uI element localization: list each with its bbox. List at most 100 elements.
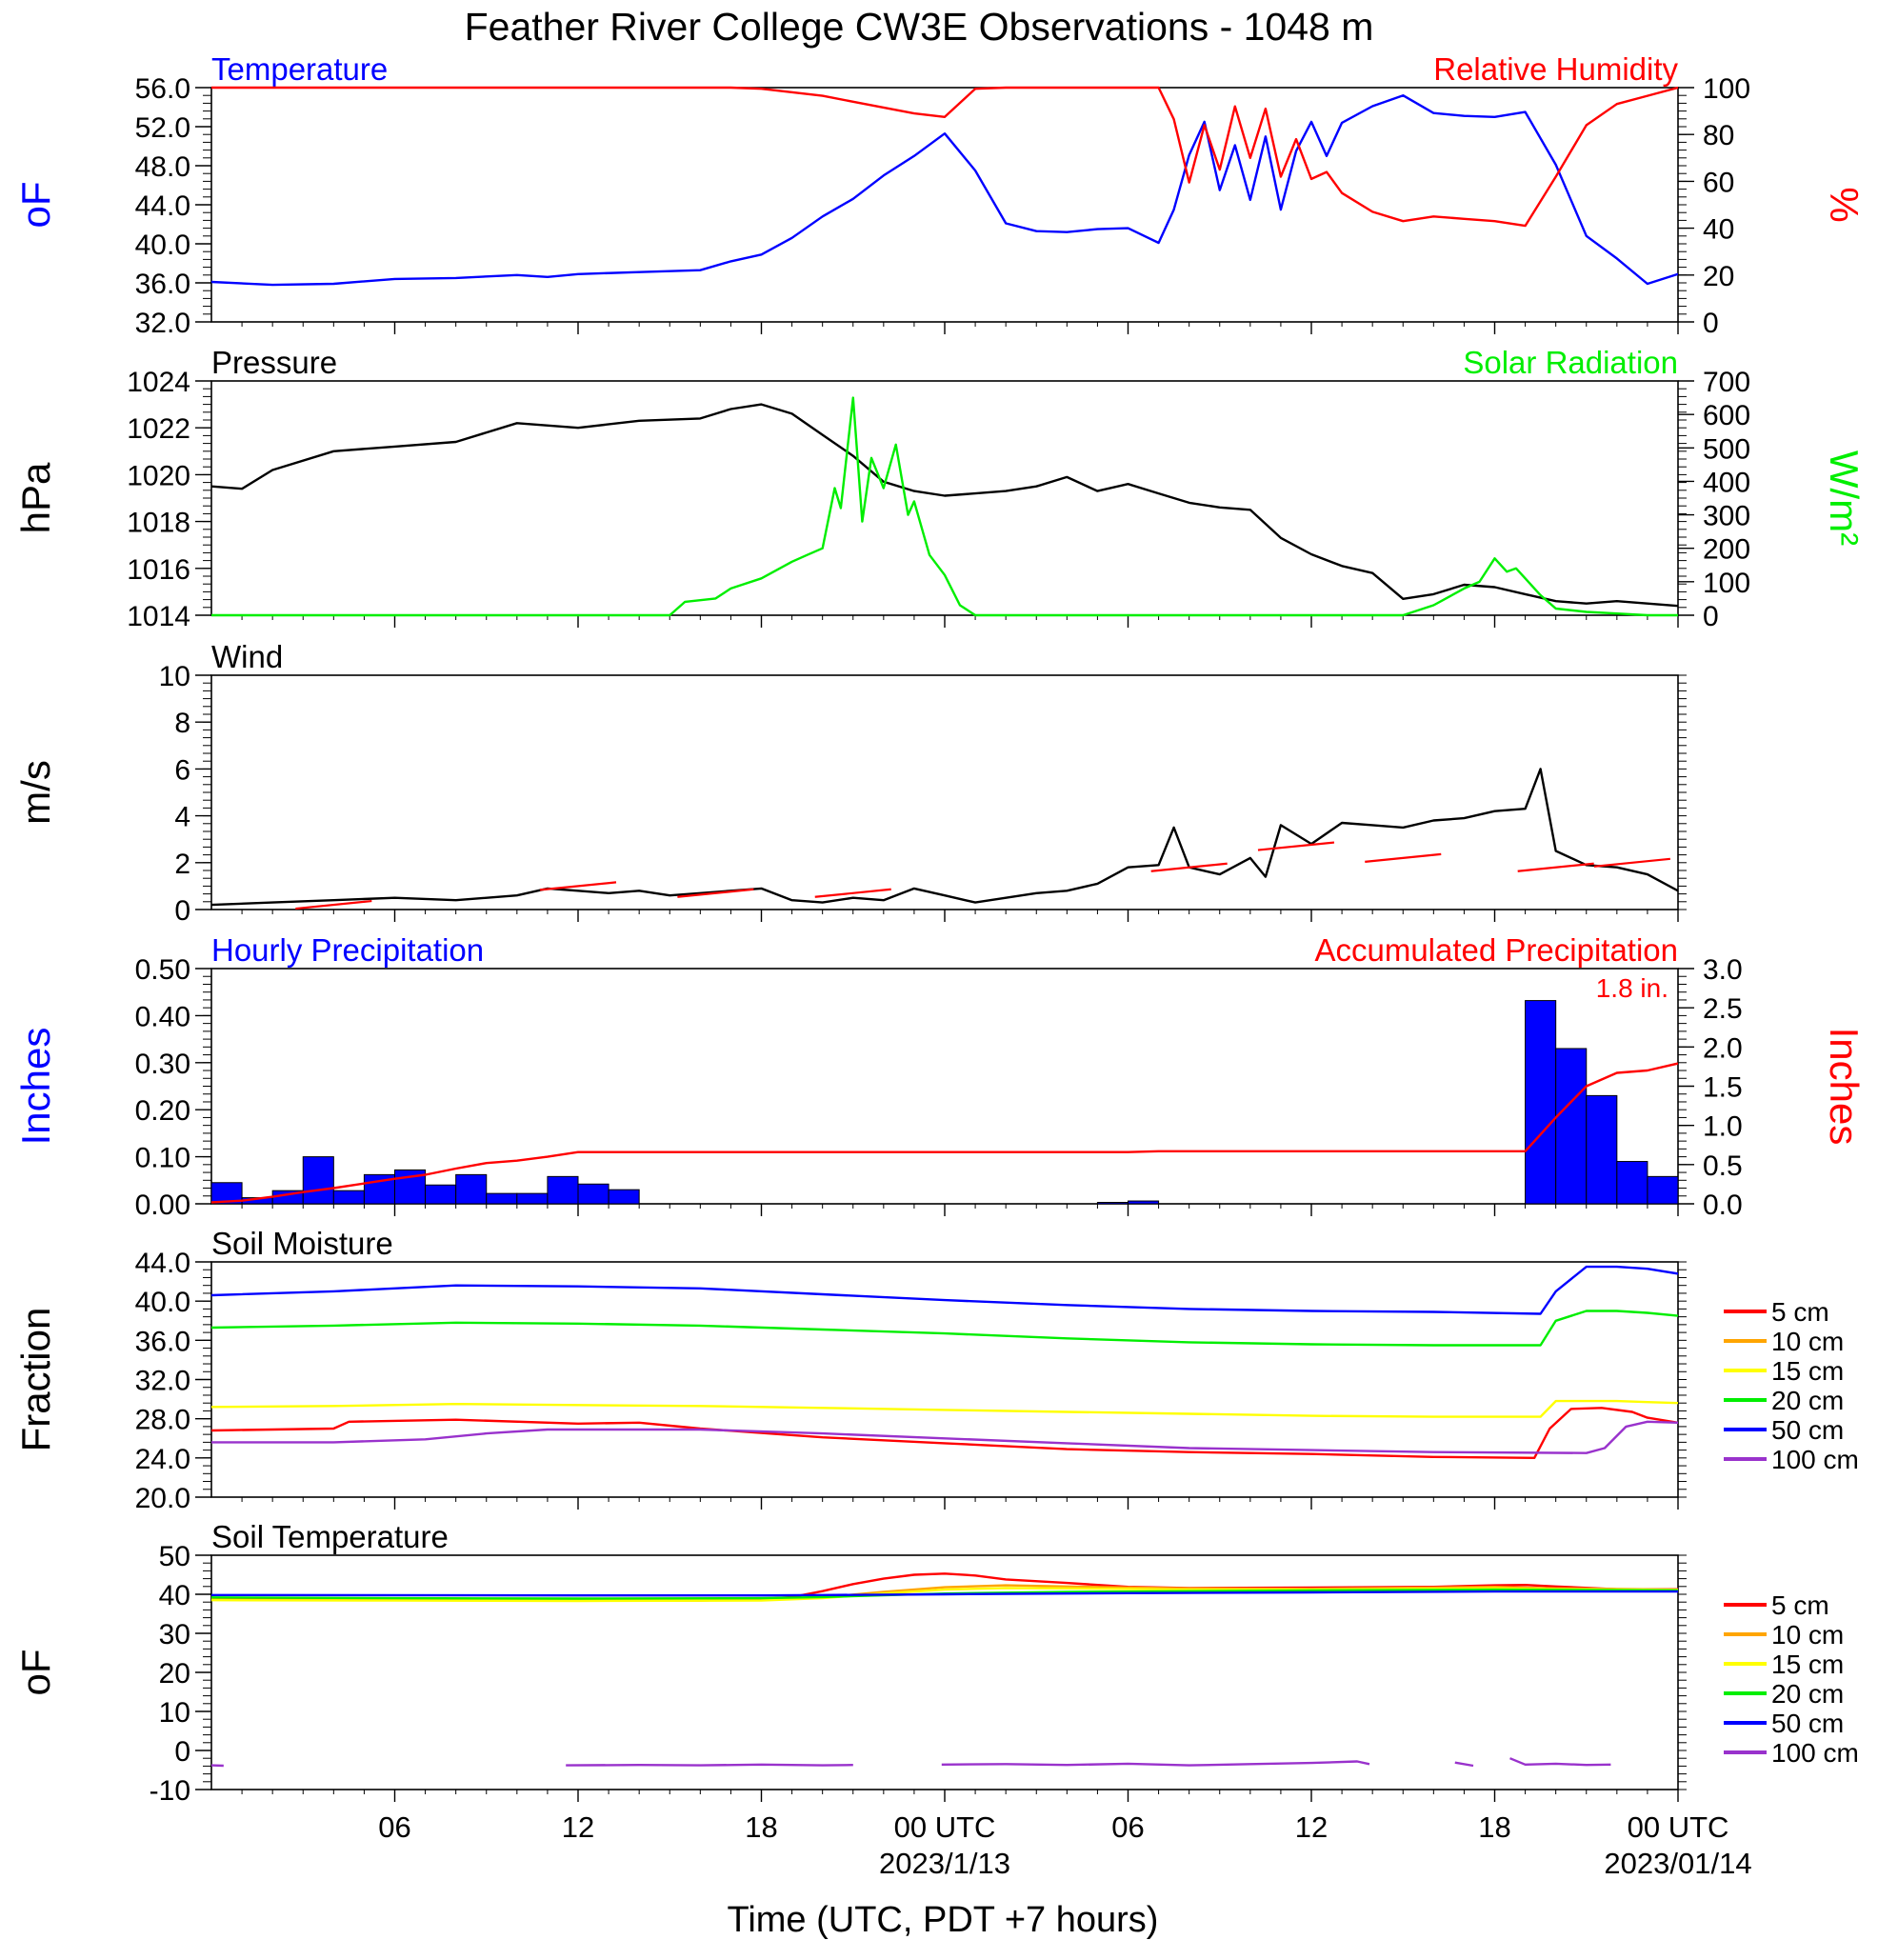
right-unit-label: Inches	[1822, 1028, 1867, 1146]
chart-title: Feather River College CW3E Observations …	[465, 5, 1374, 49]
right-tick-label: 2.0	[1703, 1032, 1743, 1064]
left-tick-label: 1016	[127, 554, 190, 586]
right-tick-label: 600	[1703, 400, 1750, 431]
wind-barb	[1365, 852, 1442, 863]
left-tick-label: 28.0	[135, 1405, 190, 1436]
right-tick-label: 1.0	[1703, 1111, 1743, 1143]
right-tick-label: 500	[1703, 433, 1750, 465]
precip-total-annotation: 1.8 in.	[1596, 973, 1668, 1003]
precip-bar	[1096, 1202, 1129, 1205]
right-tick-label: 200	[1703, 534, 1750, 566]
wind-barb	[1593, 857, 1670, 868]
left-tick-label: 20.0	[135, 1483, 190, 1514]
left-tick-label: 44.0	[135, 1248, 190, 1279]
panel-left-title: Pressure	[211, 345, 337, 380]
series-line-0	[211, 1062, 1678, 1204]
panel-left-title: Wind	[211, 639, 283, 674]
left-tick-label: 0.00	[135, 1190, 190, 1221]
series-line-1	[211, 86, 1678, 228]
series-line-5	[566, 1763, 853, 1767]
left-tick-label: 1022	[127, 413, 190, 445]
right-tick-label: 2.5	[1703, 993, 1743, 1025]
series-line-5	[1454, 1761, 1474, 1768]
series-line-1	[211, 396, 1678, 617]
left-tick-label: 0	[174, 895, 190, 927]
series-line-5	[1509, 1757, 1611, 1767]
left-tick-label: 1018	[127, 508, 190, 539]
plot-area	[211, 86, 1678, 287]
precip-bar	[425, 1184, 457, 1205]
left-tick-label: 4	[174, 802, 190, 833]
legend-label: 5 cm	[1771, 1297, 1829, 1327]
right-tick-label: 80	[1703, 120, 1734, 151]
precip-bar	[1647, 1175, 1678, 1205]
panel-temp_rh: 56.0 52.0 48.0 44.0 40.0 36.0 32.0 100 80 60 40 20 0…	[13, 51, 1867, 339]
left-tick-label: 36.0	[135, 1326, 190, 1357]
x-tick-label: 12	[562, 1810, 594, 1844]
plot-area	[211, 1572, 1678, 1768]
plot-area	[211, 1000, 1678, 1205]
right-tick-label: 0	[1703, 308, 1719, 339]
x-tick-label: 06	[1111, 1810, 1144, 1844]
right-tick-label: 60	[1703, 167, 1734, 198]
series-line-3	[211, 1407, 1678, 1460]
precip-bar	[1128, 1200, 1160, 1205]
left-tick-label: 0.40	[135, 1001, 190, 1032]
wind-barb	[539, 881, 617, 891]
x-axis-title: Time (UTC, PDT +7 hours)	[728, 1900, 1159, 1940]
left-tick-label: 1014	[127, 601, 190, 632]
right-tick-label: 700	[1703, 367, 1750, 398]
precip-bar	[1586, 1094, 1618, 1205]
left-tick-label: 2	[174, 849, 190, 880]
left-tick-label: 10	[159, 1697, 190, 1729]
x-tick-label: 18	[1478, 1810, 1510, 1844]
panel-left-title: Temperature	[211, 51, 388, 87]
left-tick-label: -10	[150, 1775, 190, 1807]
left-tick-label: 0	[174, 1736, 190, 1768]
series-line-0	[211, 93, 1678, 287]
legend-label: 100 cm	[1771, 1445, 1859, 1474]
right-tick-label: 3.0	[1703, 954, 1743, 986]
legend-label: 15 cm	[1771, 1356, 1844, 1386]
legend-label: 50 cm	[1771, 1709, 1844, 1738]
series-line-4	[211, 1590, 1678, 1597]
left-tick-label: 8	[174, 708, 190, 739]
precip-bar	[577, 1183, 609, 1205]
left-tick-label: 0.30	[135, 1049, 190, 1080]
precip-bar	[1616, 1161, 1648, 1205]
x-tick-label: 06	[378, 1810, 410, 1844]
precip-bar	[302, 1156, 334, 1205]
left-tick-label: 30	[159, 1619, 190, 1650]
left-tick-label: 0.10	[135, 1143, 190, 1174]
left-tick-label: 32.0	[135, 1366, 190, 1397]
legend-label: 100 cm	[1771, 1738, 1859, 1768]
right-tick-label: 1.5	[1703, 1072, 1743, 1104]
left-unit-label: Inches	[13, 1028, 58, 1146]
legend-label: 20 cm	[1771, 1679, 1844, 1709]
precip-bar	[332, 1190, 365, 1205]
series-line-2	[211, 1399, 1678, 1418]
series-line-0	[211, 768, 1678, 907]
right-tick-label: 40	[1703, 214, 1734, 246]
left-tick-label: 0.20	[135, 1095, 190, 1127]
right-tick-label: 100	[1703, 73, 1750, 105]
precip-bar	[486, 1192, 518, 1205]
left-tick-label: 52.0	[135, 112, 190, 144]
precip-bar	[516, 1192, 549, 1205]
legend-label: 15 cm	[1771, 1650, 1844, 1679]
series-line-5	[941, 1760, 1370, 1767]
left-tick-label: 50	[159, 1541, 190, 1572]
legend-label: 50 cm	[1771, 1415, 1844, 1445]
panel-precip: 0.50 0.40 0.30 0.20 0.10 0.00 3.0 2.5 2.0 1.5 1.0 0…	[13, 932, 1867, 1221]
left-tick-label: 24.0	[135, 1444, 190, 1475]
plot-area	[211, 396, 1678, 617]
precip-bar	[455, 1173, 488, 1205]
panels-group: 56.052.048.044.040.036.032.0100806040200…	[13, 51, 1867, 1807]
left-unit-label: oF	[13, 181, 58, 228]
panel-right-title: Relative Humidity	[1433, 51, 1678, 87]
left-tick-label: 40.0	[135, 230, 190, 261]
x-tick-label: 00 UTC	[894, 1810, 996, 1844]
left-tick-label: 40	[159, 1580, 190, 1611]
precip-bar	[1525, 1000, 1557, 1205]
